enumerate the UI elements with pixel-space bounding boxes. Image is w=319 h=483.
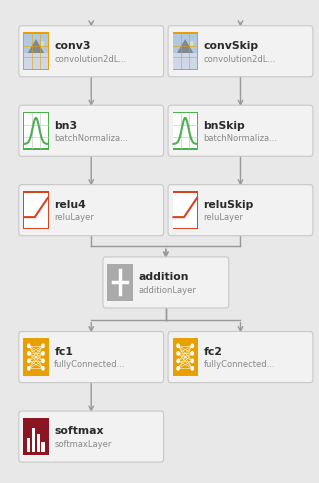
Text: fc1: fc1 <box>54 347 73 357</box>
Circle shape <box>190 41 194 46</box>
Text: batchNormaliza...: batchNormaliza... <box>204 134 278 143</box>
Text: bnSkip: bnSkip <box>204 121 245 130</box>
Text: reluLayer: reluLayer <box>204 213 243 223</box>
Circle shape <box>28 359 30 363</box>
FancyBboxPatch shape <box>23 112 48 150</box>
Text: batchNormaliza...: batchNormaliza... <box>54 134 128 143</box>
FancyBboxPatch shape <box>168 331 313 383</box>
FancyBboxPatch shape <box>174 34 197 69</box>
Text: reluSkip: reluSkip <box>204 200 254 210</box>
Text: addition: addition <box>138 272 189 282</box>
FancyBboxPatch shape <box>24 34 48 53</box>
Circle shape <box>177 344 179 347</box>
Polygon shape <box>28 39 44 53</box>
Text: softmax: softmax <box>54 426 104 436</box>
Text: convolution2dL...: convolution2dL... <box>204 55 276 64</box>
Circle shape <box>41 41 44 46</box>
Text: softmaxLayer: softmaxLayer <box>54 440 112 449</box>
FancyBboxPatch shape <box>32 428 35 453</box>
FancyBboxPatch shape <box>24 34 48 69</box>
FancyBboxPatch shape <box>23 338 48 376</box>
FancyBboxPatch shape <box>173 338 198 376</box>
FancyBboxPatch shape <box>168 185 313 236</box>
FancyBboxPatch shape <box>168 105 313 156</box>
Text: fullyConnected...: fullyConnected... <box>204 360 275 369</box>
Polygon shape <box>177 39 193 53</box>
FancyBboxPatch shape <box>37 434 40 453</box>
FancyBboxPatch shape <box>24 193 48 227</box>
FancyBboxPatch shape <box>19 26 164 77</box>
Text: convolution2dL...: convolution2dL... <box>54 55 127 64</box>
Circle shape <box>42 367 44 370</box>
Circle shape <box>42 344 44 347</box>
Circle shape <box>42 359 44 363</box>
Text: relu4: relu4 <box>54 200 86 210</box>
Text: reluLayer: reluLayer <box>54 213 94 223</box>
Text: bn3: bn3 <box>54 121 78 130</box>
Text: convSkip: convSkip <box>204 41 259 51</box>
Circle shape <box>191 359 193 363</box>
FancyBboxPatch shape <box>23 191 48 229</box>
FancyBboxPatch shape <box>103 257 229 308</box>
FancyBboxPatch shape <box>168 26 313 77</box>
FancyBboxPatch shape <box>19 331 164 383</box>
Text: fc2: fc2 <box>204 347 223 357</box>
Circle shape <box>42 352 44 355</box>
FancyBboxPatch shape <box>108 264 133 301</box>
Circle shape <box>177 352 179 355</box>
FancyBboxPatch shape <box>23 32 48 70</box>
Circle shape <box>191 352 193 355</box>
Text: conv3: conv3 <box>54 41 91 51</box>
FancyBboxPatch shape <box>173 112 198 150</box>
Circle shape <box>28 367 30 370</box>
FancyBboxPatch shape <box>174 193 197 227</box>
Circle shape <box>28 344 30 347</box>
Circle shape <box>177 367 179 370</box>
FancyBboxPatch shape <box>19 185 164 236</box>
FancyBboxPatch shape <box>174 114 197 148</box>
FancyBboxPatch shape <box>23 418 48 455</box>
Circle shape <box>191 367 193 370</box>
FancyBboxPatch shape <box>173 191 198 229</box>
FancyBboxPatch shape <box>173 32 198 70</box>
Text: fullyConnected...: fullyConnected... <box>54 360 126 369</box>
Text: additionLayer: additionLayer <box>138 286 197 295</box>
FancyBboxPatch shape <box>174 34 197 53</box>
Circle shape <box>191 344 193 347</box>
Circle shape <box>28 352 30 355</box>
Circle shape <box>177 359 179 363</box>
FancyBboxPatch shape <box>24 114 48 148</box>
FancyBboxPatch shape <box>41 441 45 453</box>
FancyBboxPatch shape <box>19 105 164 156</box>
FancyBboxPatch shape <box>27 439 31 453</box>
FancyBboxPatch shape <box>19 411 164 462</box>
